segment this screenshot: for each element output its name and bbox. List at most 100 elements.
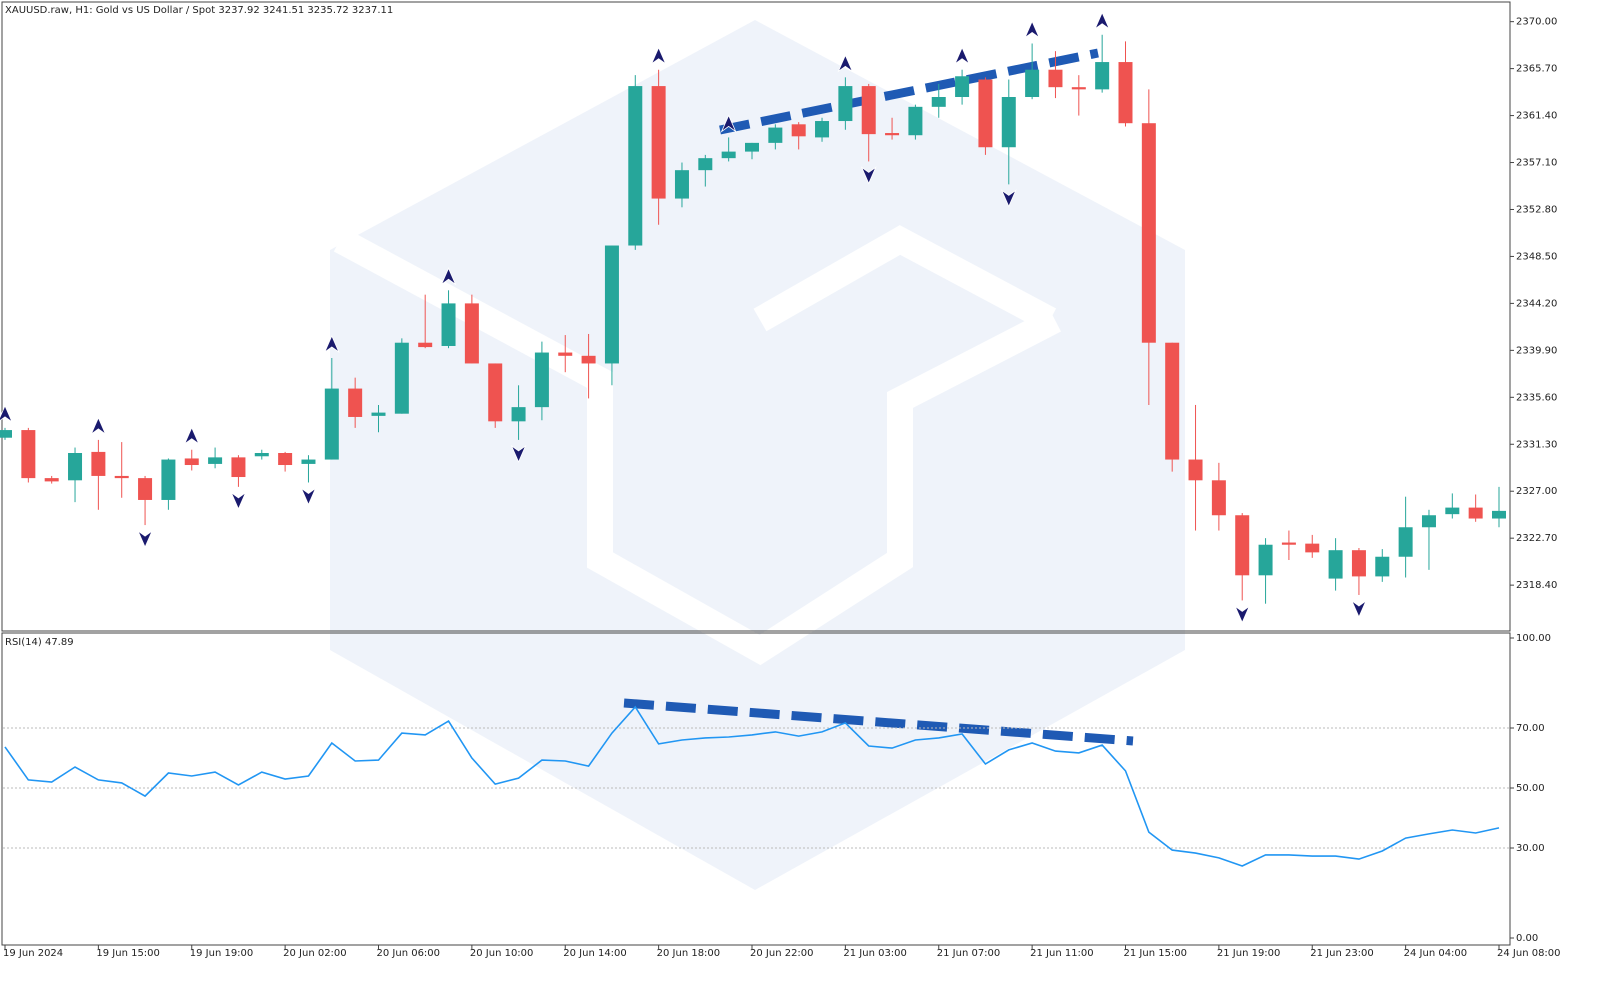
fractal-up — [183, 426, 200, 445]
candle-body — [745, 142, 759, 152]
fractal-up — [323, 334, 340, 354]
fractal-down — [300, 487, 317, 506]
fractal-up — [0, 404, 13, 424]
y-tick-label: 2327.00 — [1516, 486, 1557, 497]
candle-body — [488, 363, 503, 422]
candle-body — [885, 133, 900, 136]
candle-body — [1351, 550, 1366, 577]
candle-body — [184, 458, 199, 466]
chart-title: XAUUSD.raw, H1: Gold vs US Dollar / Spot… — [5, 5, 393, 16]
trend-line — [623, 698, 1134, 746]
x-tick-label: 19 Jun 19:00 — [190, 948, 254, 959]
fractal-down — [1234, 605, 1251, 624]
candle-body — [1188, 459, 1203, 481]
y-tick-label: 70.00 — [1516, 723, 1545, 734]
candle-body — [628, 86, 643, 246]
candle-body — [1025, 69, 1040, 98]
candle-body — [231, 457, 246, 478]
candle-body — [721, 151, 736, 159]
candle-body — [1071, 87, 1086, 90]
y-tick-label: 2344.20 — [1516, 298, 1557, 309]
candle-body — [1211, 480, 1226, 516]
x-tick-label: 21 Jun 03:00 — [843, 948, 907, 959]
indicator-title: RSI(14) 47.89 — [5, 637, 74, 648]
y-tick-label: 50.00 — [1516, 783, 1545, 794]
fractal-up — [837, 54, 854, 73]
candle-body — [1328, 550, 1343, 579]
candle-body — [324, 388, 339, 460]
fractal-down — [860, 166, 877, 185]
candle-body — [68, 453, 83, 481]
candle-body — [1492, 510, 1506, 519]
y-tick-label: 100.00 — [1516, 633, 1551, 644]
x-tick-label: 21 Jun 19:00 — [1217, 948, 1281, 959]
candle-body — [815, 121, 830, 138]
candle-body — [464, 303, 479, 364]
fractal-up — [954, 46, 971, 65]
fractal-up — [90, 416, 107, 436]
trend-line — [719, 48, 1099, 135]
candle-body — [1445, 507, 1460, 515]
y-tick-label: 2335.60 — [1516, 392, 1557, 403]
y-tick-label: 2357.10 — [1516, 158, 1557, 169]
candle-body — [558, 352, 573, 356]
candle-body — [581, 355, 596, 364]
candle-body — [1468, 507, 1483, 519]
x-tick-label: 20 Jun 06:00 — [377, 948, 441, 959]
candle-body — [1421, 515, 1436, 528]
candle-body — [1048, 69, 1063, 88]
x-tick-label: 24 Jun 04:00 — [1404, 948, 1468, 959]
y-tick-label: 2348.50 — [1516, 251, 1557, 262]
x-tick-label: 19 Jun 2024 — [3, 948, 63, 959]
x-tick-label: 21 Jun 15:00 — [1124, 948, 1188, 959]
y-tick-label: 0.00 — [1516, 933, 1538, 944]
candle-body — [1398, 527, 1413, 557]
candle-body — [511, 407, 526, 422]
candle-body — [1305, 543, 1320, 553]
candle-body — [838, 86, 853, 122]
candle-body — [138, 478, 153, 500]
candle-body — [441, 303, 456, 346]
candle-body — [301, 459, 316, 464]
candle-body — [91, 451, 106, 476]
candle-body — [955, 76, 970, 98]
candle-body — [978, 79, 993, 148]
candle-body — [1141, 123, 1156, 343]
candle-body — [1165, 342, 1180, 460]
candle-body — [21, 430, 36, 479]
candle-body — [651, 86, 666, 199]
fractal-up — [1094, 11, 1111, 30]
fractal-up — [1024, 20, 1041, 39]
x-tick-label: 20 Jun 22:00 — [750, 948, 814, 959]
y-tick-label: 2365.70 — [1516, 64, 1557, 75]
fractal-down — [230, 491, 247, 510]
y-tick-label: 2339.90 — [1516, 345, 1557, 356]
fractal-down — [1350, 599, 1367, 618]
candle-body — [1258, 544, 1273, 576]
candle-body — [1001, 97, 1016, 148]
fractal-up — [440, 267, 457, 286]
x-tick-label: 21 Jun 07:00 — [937, 948, 1001, 959]
candle-body — [0, 430, 12, 438]
candle-body — [791, 124, 806, 137]
fractal-down — [137, 529, 154, 549]
candle-body — [254, 453, 269, 457]
y-tick-label: 30.00 — [1516, 843, 1545, 854]
y-tick-label: 2322.70 — [1516, 533, 1557, 544]
candle-body — [861, 86, 876, 135]
candle-body — [161, 459, 176, 500]
rsi-line — [4, 705, 1500, 867]
candle-body — [1095, 62, 1110, 90]
y-tick-label: 2331.30 — [1516, 439, 1557, 450]
x-tick-label: 20 Jun 18:00 — [657, 948, 721, 959]
fractal-up — [650, 46, 667, 65]
x-tick-label: 20 Jun 02:00 — [283, 948, 347, 959]
candle-body — [1235, 515, 1250, 576]
y-tick-label: 2370.00 — [1516, 17, 1557, 28]
candle-body — [931, 97, 946, 107]
fractal-up — [720, 114, 737, 133]
candle-body — [698, 158, 713, 171]
candle-body — [1375, 556, 1390, 577]
